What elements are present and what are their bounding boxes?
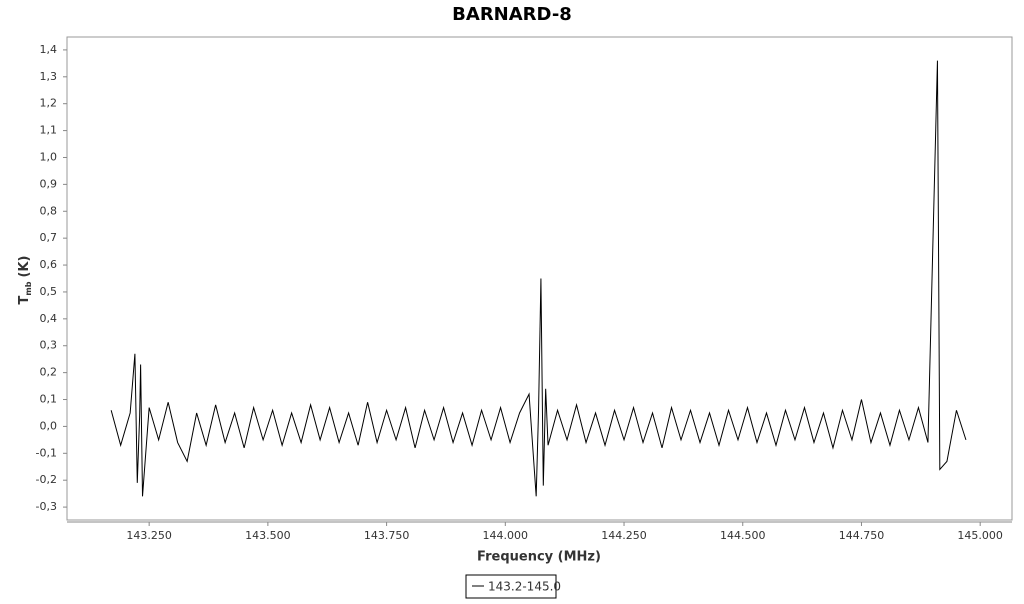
y-tick-label: 0,0 <box>40 419 58 432</box>
y-tick-label: 0,7 <box>40 231 58 244</box>
spectrum-line <box>110 60 967 497</box>
y-tick-label: 0,5 <box>40 285 58 298</box>
y-tick-label: 1,1 <box>40 124 58 137</box>
y-tick-label: -0,3 <box>36 500 57 513</box>
y-tick-label: 1,4 <box>40 43 58 56</box>
y-tick-label: 0,6 <box>40 258 58 271</box>
y-tick-label: -0,1 <box>36 446 57 459</box>
x-tick-label: 144.000 <box>483 529 529 542</box>
x-tick-label: 144.500 <box>720 529 766 542</box>
y-tick-label: 0,8 <box>40 204 58 217</box>
x-tick-label: 145.000 <box>957 529 1003 542</box>
x-tick-label: 144.750 <box>839 529 885 542</box>
x-tick-label: 144.250 <box>601 529 647 542</box>
y-tick-label: -0,2 <box>36 473 57 486</box>
y-tick-label: 0,4 <box>40 312 58 325</box>
x-tick-label: 143.750 <box>364 529 410 542</box>
y-tick-label: 1,0 <box>40 150 58 163</box>
y-tick-label: 1,2 <box>40 97 58 110</box>
plot-frame <box>66 36 1013 521</box>
chart-title: BARNARD-8 <box>452 4 572 25</box>
y-axis-label: Tmb (K) <box>17 256 33 305</box>
x-tick-label: 143.250 <box>126 529 172 542</box>
y-label-main: T <box>17 295 32 304</box>
y-label-unit: (K) <box>17 256 32 278</box>
y-tick-label: 0,2 <box>40 366 58 379</box>
y-tick-label: 0,9 <box>40 177 58 190</box>
y-tick-label: 0,1 <box>40 393 58 406</box>
x-axis-label: Frequency (MHz) <box>477 550 601 565</box>
y-tick-label: 1,3 <box>40 70 58 83</box>
y-label-sub: mb <box>24 281 33 295</box>
legend-box <box>465 574 557 599</box>
legend: 143.2-145.0 <box>465 574 561 599</box>
y-tick-label: 0,3 <box>40 339 58 352</box>
legend-label: 143.2-145.0 <box>488 580 561 594</box>
x-tick-label: 143.500 <box>245 529 291 542</box>
